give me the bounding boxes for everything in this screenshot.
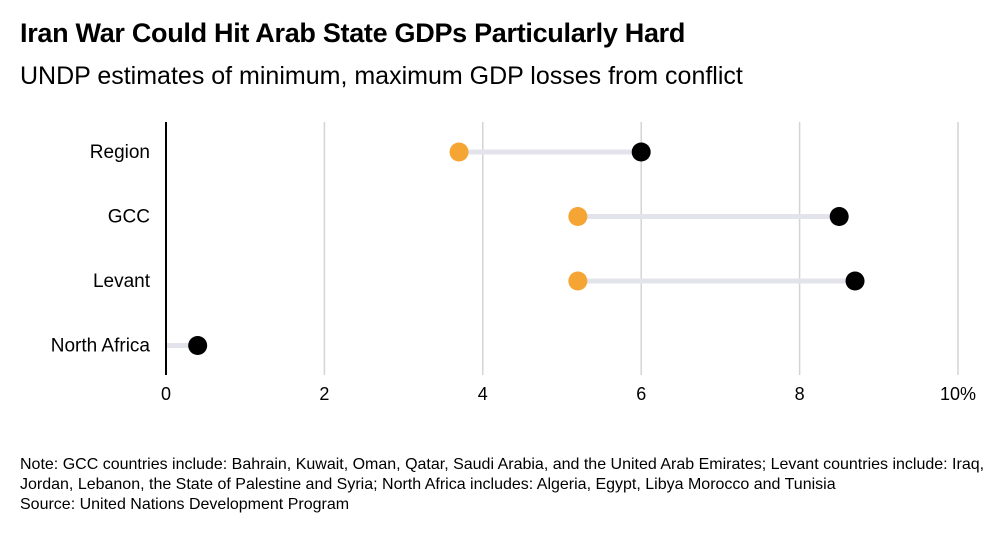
maximum-point <box>631 142 651 162</box>
chart-subtitle: UNDP estimates of minimum, maximum GDP l… <box>20 62 743 90</box>
source-text: Source: United Nations Development Progr… <box>20 496 350 513</box>
note-text: Note: GCC countries include: Bahrain, Ku… <box>20 456 985 493</box>
minimum-point <box>449 142 469 162</box>
x-tick-label: 0 <box>161 384 171 404</box>
category-label: Region <box>90 142 150 163</box>
maximum-point <box>188 336 208 355</box>
maximum-point <box>829 207 849 226</box>
maximum-point <box>845 271 865 291</box>
x-tick-label: 6 <box>636 384 646 404</box>
x-tick-label: 4 <box>478 384 488 404</box>
dumbbell-chart: 0 2 4 6 8 10% Region GCC Levant North Africa <box>51 122 976 404</box>
category-label: Levant <box>93 271 151 292</box>
category-label: GCC <box>108 207 150 228</box>
x-tick-label: 8 <box>795 384 805 404</box>
x-tick-label: 10% <box>940 384 976 404</box>
x-tick-label: 2 <box>319 384 329 404</box>
minimum-point <box>568 271 588 291</box>
category-label: North Africa <box>51 336 151 357</box>
chart-title: Iran War Could Hit Arab State GDPs Parti… <box>20 18 686 48</box>
minimum-point <box>568 207 588 226</box>
chart-footnote: Note: GCC countries include: Bahrain, Ku… <box>20 455 995 515</box>
